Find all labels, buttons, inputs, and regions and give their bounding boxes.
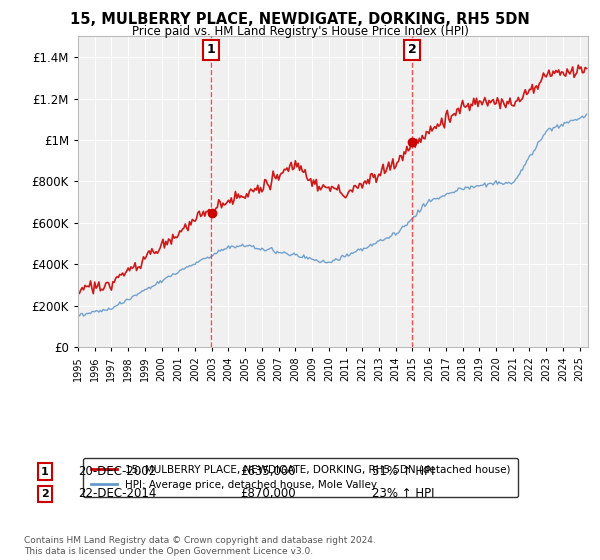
- Text: 20-DEC-2002: 20-DEC-2002: [78, 465, 156, 478]
- Text: 2: 2: [407, 43, 416, 57]
- Text: 1: 1: [207, 43, 215, 57]
- Text: 15, MULBERRY PLACE, NEWDIGATE, DORKING, RH5 5DN: 15, MULBERRY PLACE, NEWDIGATE, DORKING, …: [70, 12, 530, 27]
- Text: Price paid vs. HM Land Registry's House Price Index (HPI): Price paid vs. HM Land Registry's House …: [131, 25, 469, 38]
- Text: 2: 2: [41, 489, 49, 499]
- Text: 1: 1: [41, 466, 49, 477]
- Legend: 15, MULBERRY PLACE, NEWDIGATE, DORKING, RH5 5DN (detached house), HPI: Average p: 15, MULBERRY PLACE, NEWDIGATE, DORKING, …: [83, 458, 518, 497]
- Text: Contains HM Land Registry data © Crown copyright and database right 2024.
This d: Contains HM Land Registry data © Crown c…: [24, 536, 376, 556]
- Text: 22-DEC-2014: 22-DEC-2014: [78, 487, 157, 501]
- Text: 23% ↑ HPI: 23% ↑ HPI: [372, 487, 434, 501]
- Text: £635,000: £635,000: [240, 465, 296, 478]
- Text: £870,000: £870,000: [240, 487, 296, 501]
- Text: 51% ↑ HPI: 51% ↑ HPI: [372, 465, 434, 478]
